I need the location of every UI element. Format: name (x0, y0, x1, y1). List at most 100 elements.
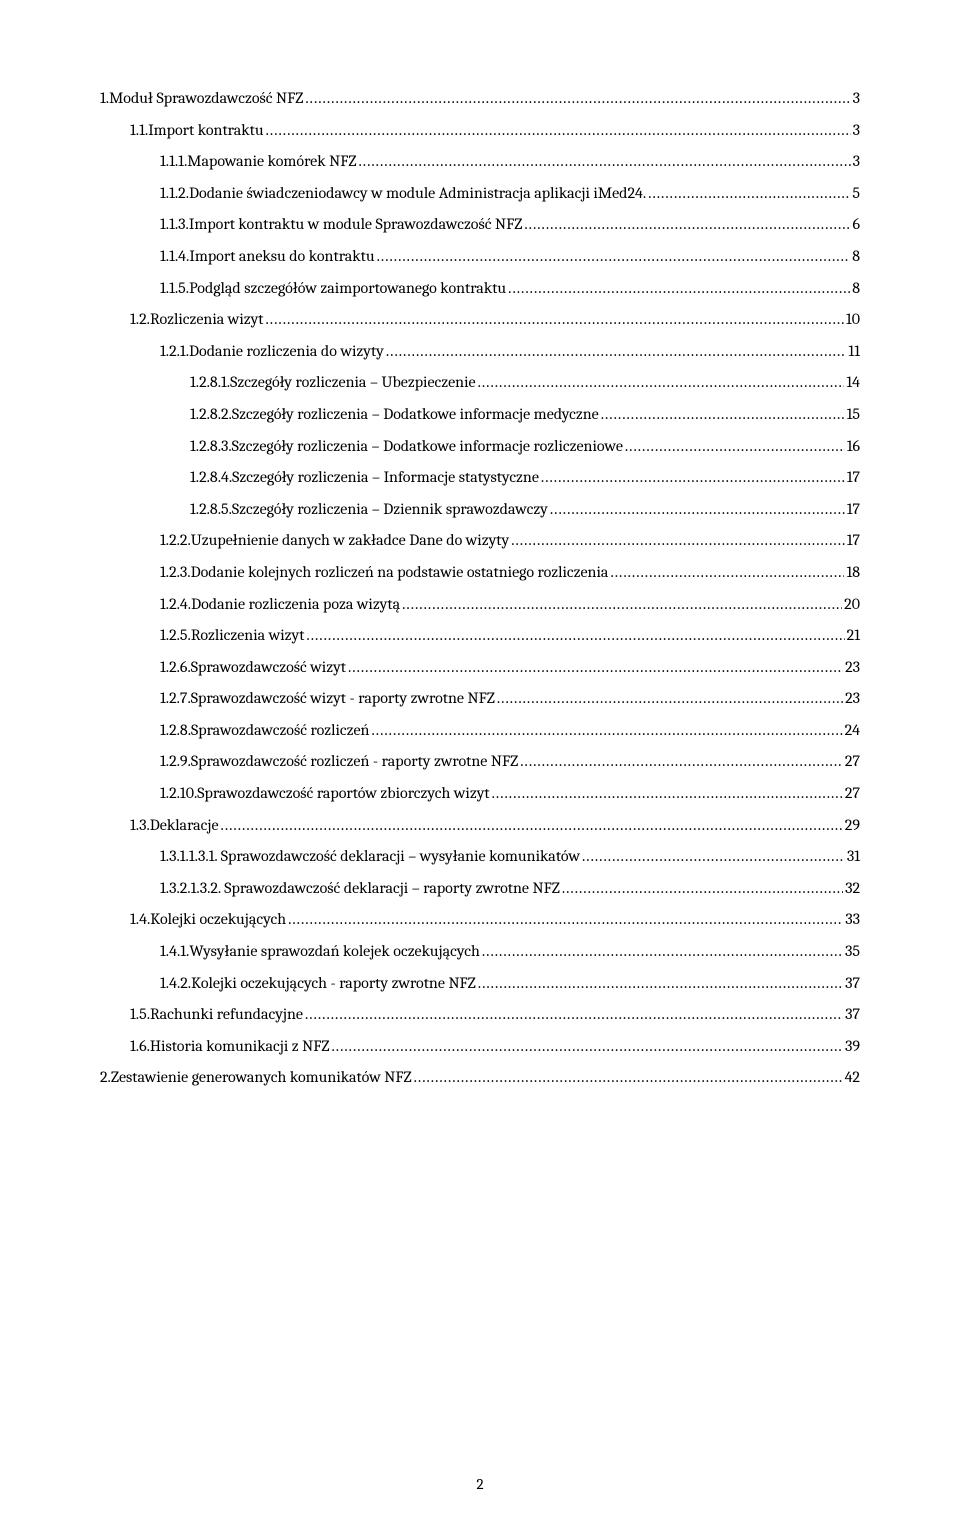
page-number: 2 (0, 1475, 960, 1493)
toc-entry-page: 29 (845, 813, 860, 839)
toc-entry-page: 18 (846, 560, 860, 586)
toc-leader-dots (511, 528, 844, 554)
toc-entry-title: Import kontraktu (148, 118, 263, 144)
toc-entry-number: 1.5. (130, 1002, 150, 1028)
toc-entry[interactable]: 1.3. Deklaracje29 (100, 813, 860, 839)
toc-entry[interactable]: 1.6. Historia komunikacji z NFZ39 (100, 1034, 860, 1060)
toc-entry-title: Dodanie rozliczenia do wizyty (189, 339, 384, 365)
toc-entry[interactable]: 1.2.8.2. Szczegóły rozliczenia – Dodatko… (100, 402, 860, 428)
toc-entry[interactable]: 1.2.9. Sprawozdawczość rozliczeń - rapor… (100, 749, 860, 775)
toc-entry[interactable]: 1.2.2. Uzupełnienie danych w zakładce Da… (100, 528, 860, 554)
toc-entry-number: 1.1.1. (160, 149, 187, 175)
toc-entry-title: Kolejki oczekujących - raporty zwrotne N… (191, 971, 476, 997)
toc-entry-title: Rozliczenia wizyt (150, 307, 264, 333)
toc-entry[interactable]: 1.2.7. Sprawozdawczość wizyt - raporty z… (100, 686, 860, 712)
toc-leader-dots (478, 370, 845, 396)
toc-entry-page: 37 (845, 971, 860, 997)
toc-entry[interactable]: 1.3.2. 1.3.2. Sprawozdawczość deklaracji… (100, 876, 860, 902)
toc-entry[interactable]: 1.1.4. Import aneksu do kontraktu8 (100, 244, 860, 270)
toc-entry[interactable]: 1.3.1. 1.3.1. Sprawozdawczość deklaracji… (100, 844, 860, 870)
toc-entry-number: 1.3.2. (160, 876, 191, 902)
toc-entry[interactable]: 1.4.1. Wysyłanie sprawozdań kolejek ocze… (100, 939, 860, 965)
toc-entry-number: 1.2.1. (160, 339, 189, 365)
toc-entry-page: 37 (845, 1002, 860, 1028)
toc-leader-dots (288, 907, 843, 933)
toc-leader-dots (497, 686, 843, 712)
toc-entry-number: 1.4.1. (160, 939, 189, 965)
toc-entry-number: 1.3.1. (160, 844, 189, 870)
toc-entry-title: Dodanie rozliczenia poza wizytą (191, 592, 400, 618)
toc-entry-page: 20 (844, 592, 860, 618)
toc-entry-title: Sprawozdawczość wizyt (191, 655, 346, 681)
toc-leader-dots (524, 212, 850, 238)
toc-entry-title: Szczegóły rozliczenia – Informacje staty… (232, 465, 539, 491)
toc-leader-dots (221, 813, 843, 839)
toc-entry-title: 1.3.1. Sprawozdawczość deklaracji – wysy… (189, 844, 580, 870)
toc-entry[interactable]: 1.1.3. Import kontraktu w module Sprawoz… (100, 212, 860, 238)
toc-leader-dots (359, 149, 851, 175)
toc-entry[interactable]: 1.2.8.1. Szczegóły rozliczenia – Ubezpie… (100, 370, 860, 396)
toc-entry[interactable]: 2. Zestawienie generowanych komunikatów … (100, 1065, 860, 1091)
toc-entry-title: Dodanie kolejnych rozliczeń na podstawie… (191, 560, 609, 586)
toc-entry-page: 23 (845, 655, 860, 681)
toc-entry[interactable]: 1.2.6. Sprawozdawczość wizyt 23 (100, 655, 860, 681)
toc-entry[interactable]: 1.2.1. Dodanie rozliczenia do wizyty11 (100, 339, 860, 365)
toc-entry[interactable]: 1.4. Kolejki oczekujących33 (100, 907, 860, 933)
toc-leader-dots (520, 749, 843, 775)
toc-entry-page: 17 (847, 497, 860, 523)
toc-entry-title: Mapowanie komórek NFZ (187, 149, 356, 175)
toc-entry-number: 1.2.8.1. (190, 370, 230, 396)
toc-leader-dots (348, 655, 843, 681)
toc-entry-page: 3 (853, 86, 860, 112)
toc-leader-dots (562, 876, 843, 902)
toc-entry[interactable]: 1.1.1. Mapowanie komórek NFZ 3 (100, 149, 860, 175)
toc-entry-number: 1.2.7. (160, 686, 191, 712)
toc-leader-dots (414, 1065, 843, 1091)
toc-entry-title: Wysyłanie sprawozdań kolejek oczekującyc… (189, 939, 480, 965)
toc-entry-number: 1.2.10. (160, 781, 197, 807)
toc-entry-number: 1.2.6. (160, 655, 191, 681)
toc-entry-number: 1.2.8.5. (190, 497, 232, 523)
toc-entry-page: 39 (845, 1034, 860, 1060)
toc-leader-dots (610, 560, 844, 586)
toc-entry-page: 10 (846, 307, 860, 333)
toc-entry-page: 3 (853, 149, 860, 175)
toc-entry[interactable]: 1.2.8.4. Szczegóły rozliczenia – Informa… (100, 465, 860, 491)
toc-entry[interactable]: 1.1. Import kontraktu3 (100, 118, 860, 144)
toc-entry[interactable]: 1.4.2. Kolejki oczekujących - raporty zw… (100, 971, 860, 997)
toc-entry[interactable]: 1.2.4. Dodanie rozliczenia poza wizytą20 (100, 592, 860, 618)
toc-entry-page: 16 (847, 434, 860, 460)
toc-entry[interactable]: 1.1.2. Dodanie świadczeniodawcy w module… (100, 181, 860, 207)
toc-entry-page: 24 (845, 718, 860, 744)
toc-entry[interactable]: 1.2.8.3. Szczegóły rozliczenia – Dodatko… (100, 434, 860, 460)
toc-entry-page: 23 (845, 686, 860, 712)
toc-entry[interactable]: 1.2.8. Sprawozdawczość rozliczeń24 (100, 718, 860, 744)
toc-entry-number: 1.1. (130, 118, 148, 144)
toc-entry-page: 42 (845, 1065, 860, 1091)
toc-entry-number: 1.2.9. (160, 749, 191, 775)
toc-entry[interactable]: 1. Moduł Sprawozdawczość NFZ3 (100, 86, 860, 112)
toc-entry-page: 33 (845, 907, 860, 933)
toc-leader-dots (332, 1034, 843, 1060)
toc-entry[interactable]: 1.2. Rozliczenia wizyt10 (100, 307, 860, 333)
toc-entry[interactable]: 1.2.10. Sprawozdawczość raportów zbiorcz… (100, 781, 860, 807)
toc-entry[interactable]: 1.5. Rachunki refundacyjne37 (100, 1002, 860, 1028)
toc-entry-number: 1.2.3. (160, 560, 191, 586)
toc-entry[interactable]: 1.1.5. Podgląd szczegółów zaimportowaneg… (100, 276, 860, 302)
toc-leader-dots (306, 623, 844, 649)
toc-entry-title: Uzupełnienie danych w zakładce Dane do w… (191, 528, 509, 554)
toc-entry[interactable]: 1.2.3. Dodanie kolejnych rozliczeń na po… (100, 560, 860, 586)
toc-entry[interactable]: 1.2.8.5. Szczegóły rozliczenia – Dzienni… (100, 497, 860, 523)
toc-entry-number: 1.4. (130, 907, 150, 933)
toc-entry[interactable]: 1.2.5. Rozliczenia wizyt21 (100, 623, 860, 649)
toc-leader-dots (266, 118, 851, 144)
toc-leader-dots (386, 339, 847, 365)
toc-leader-dots (402, 592, 842, 618)
toc-entry-number: 1.1.3. (160, 212, 189, 238)
toc-entry-page: 8 (852, 276, 860, 302)
toc-entry-number: 1.1.2. (160, 181, 189, 207)
toc-entry-page: 6 (852, 212, 860, 238)
toc-leader-dots (582, 844, 845, 870)
toc-leader-dots (266, 307, 844, 333)
toc-leader-dots (377, 244, 851, 270)
